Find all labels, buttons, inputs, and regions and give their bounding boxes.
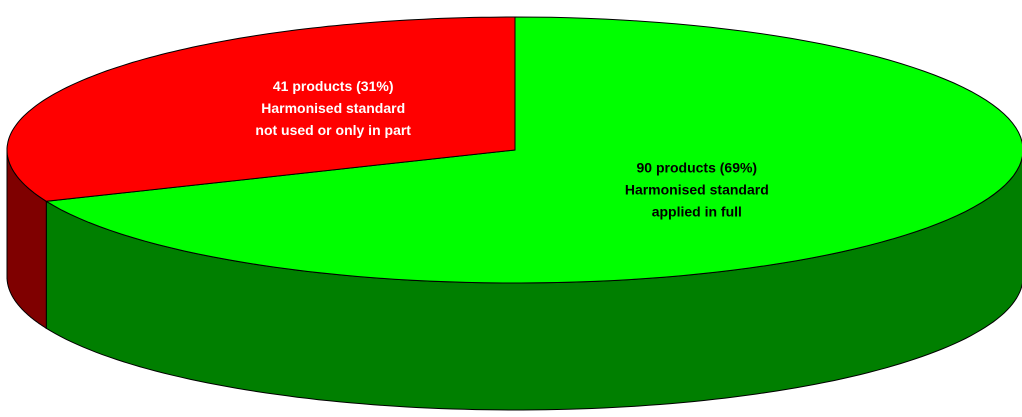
- category-label: Harmonised standard: [261, 100, 405, 116]
- slice-label: 41 products (31%) Harmonised standard not …: [255, 78, 411, 138]
- slice-label: 90 products (69%) Harmonised standard appl…: [625, 159, 769, 219]
- category-label: Harmonised standard: [625, 181, 769, 197]
- slice: [6, 16, 516, 202]
- value-label: 90 products (69%): [637, 159, 758, 175]
- value-label: 41 products (31%): [273, 78, 394, 94]
- category-label: applied in full: [652, 203, 742, 219]
- category-label: not used or only in part: [255, 122, 411, 138]
- slice: [44, 16, 1022, 284]
